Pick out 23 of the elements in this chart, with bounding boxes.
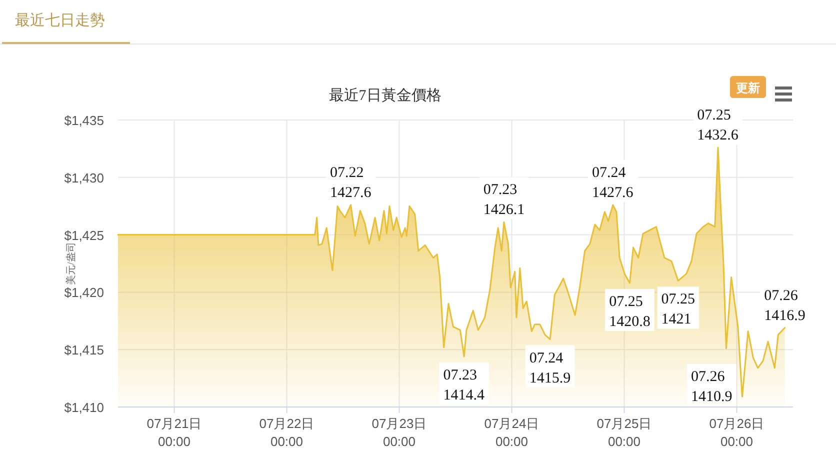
chart-subtitle: 最近七日走勢 — [15, 12, 105, 29]
x-tick-label: 07月21日 00:00 — [146, 416, 202, 449]
label: 07.23 1414.4 — [439, 362, 489, 404]
y-tick-label: $1,430 — [64, 170, 104, 186]
y-tick-label: $1,435 — [64, 113, 104, 128]
y-tick-label: $1,425 — [64, 228, 104, 243]
x-tick-label: 07月25日 00:00 — [596, 416, 652, 449]
label: 07.24 1415.9 — [525, 345, 575, 388]
button: 更新 — [730, 76, 766, 98]
label: 07.24 1427.6 — [588, 160, 638, 202]
label: 07.25 1421 — [657, 286, 700, 329]
x-tick-label: 07月26日 00:00 — [709, 416, 764, 449]
y-tick-label: $1,415 — [64, 342, 104, 358]
y-tick-label: $1,410 — [64, 400, 104, 415]
label: 07.23 1426.1 — [479, 177, 529, 220]
chart-title: 最近7日黃金價格 — [328, 87, 442, 104]
x-tick-label: 07月22日 00:00 — [259, 416, 314, 449]
x-tick-label: 07月24日 00:00 — [484, 416, 540, 449]
x-tick-label: 07月23日 00:00 — [372, 416, 427, 449]
y-tick-label: $1,420 — [64, 285, 104, 300]
label: 07.26 1410.9 — [686, 364, 736, 406]
label: 07.25 1420.8 — [605, 289, 654, 332]
y-axis-title: 美元/盎司 — [65, 242, 77, 285]
